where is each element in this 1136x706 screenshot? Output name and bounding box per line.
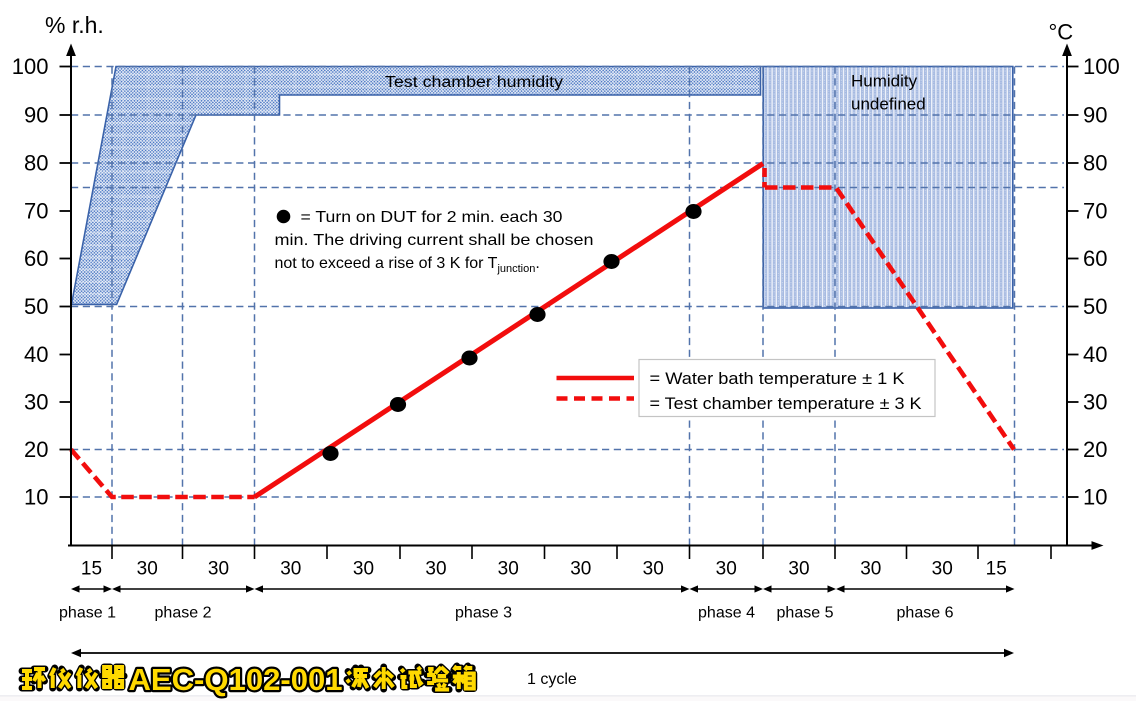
svg-text:= Water bath temperature ± 1 K: = Water bath temperature ± 1 K — [650, 370, 905, 388]
svg-text:undefined: undefined — [851, 95, 926, 114]
svg-text:30: 30 — [498, 559, 519, 580]
svg-text:20: 20 — [1083, 437, 1107, 462]
svg-text:= Test chamber temperature ± 3: = Test chamber temperature ± 3 K — [650, 395, 922, 413]
svg-text:40: 40 — [1083, 342, 1107, 367]
svg-text:Humidity: Humidity — [851, 72, 918, 91]
svg-text:°C: °C — [1049, 20, 1074, 45]
svg-text:30: 30 — [353, 559, 374, 580]
svg-text:50: 50 — [1083, 294, 1107, 319]
svg-text:90: 90 — [1083, 103, 1107, 128]
svg-text:= Turn on DUT for 2 min. each: = Turn on DUT for 2 min. each 30 — [301, 209, 563, 226]
svg-text:20: 20 — [24, 437, 48, 462]
svg-text:30: 30 — [643, 559, 664, 580]
svg-text:100: 100 — [1083, 54, 1120, 79]
svg-text:60: 60 — [24, 246, 48, 271]
svg-text:70: 70 — [24, 199, 48, 224]
svg-text:% r.h.: % r.h. — [45, 12, 104, 38]
svg-text:40: 40 — [24, 342, 48, 367]
svg-text:phase 6: phase 6 — [897, 605, 954, 622]
svg-text:100: 100 — [12, 54, 49, 79]
svg-text:30: 30 — [716, 559, 737, 580]
svg-text:phase 2: phase 2 — [155, 605, 212, 622]
svg-text:30: 30 — [280, 559, 301, 580]
svg-text:60: 60 — [1083, 246, 1107, 271]
svg-text:15: 15 — [81, 559, 102, 580]
svg-text:phase 4: phase 4 — [698, 605, 755, 622]
svg-text:10: 10 — [24, 485, 48, 510]
svg-text:1 cycle: 1 cycle — [527, 671, 577, 688]
svg-text:AEC-Q102-001: AEC-Q102-001 — [129, 662, 343, 697]
svg-text:30: 30 — [932, 559, 953, 580]
svg-text:90: 90 — [24, 103, 48, 128]
svg-text:15: 15 — [986, 559, 1007, 580]
svg-text:30: 30 — [860, 559, 881, 580]
svg-text:phase 1: phase 1 — [59, 605, 116, 622]
svg-text:30: 30 — [208, 559, 229, 580]
svg-text:phase 3: phase 3 — [455, 605, 512, 622]
svg-text:50: 50 — [24, 294, 48, 319]
svg-text:30: 30 — [1083, 390, 1107, 415]
svg-text:80: 80 — [24, 151, 48, 176]
svg-text:min. The driving current shall: min. The driving current shall be chosen — [275, 232, 594, 249]
svg-text:30: 30 — [570, 559, 591, 580]
svg-text:30: 30 — [788, 559, 809, 580]
svg-text:30: 30 — [137, 559, 158, 580]
svg-text:10: 10 — [1083, 485, 1107, 510]
svg-text:80: 80 — [1083, 151, 1107, 176]
svg-text:not to exceed a rise of 3 K fo: not to exceed a rise of 3 K for Tjunctio… — [275, 255, 540, 275]
svg-text:Test chamber humidity: Test chamber humidity — [385, 74, 563, 91]
svg-text:70: 70 — [1083, 199, 1107, 224]
svg-text:30: 30 — [24, 390, 48, 415]
svg-text:phase 5: phase 5 — [777, 605, 834, 622]
svg-text:30: 30 — [425, 559, 446, 580]
